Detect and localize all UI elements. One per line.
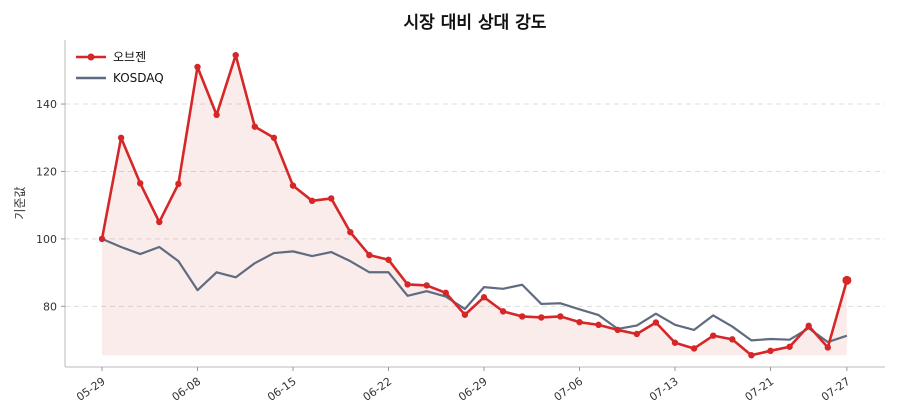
x-tick-label: 05-29 [74,375,108,404]
legend: 오브젠 KOSDAQ [70,44,170,90]
data-point [251,123,258,130]
data-point [652,319,660,326]
data-point [671,339,679,346]
data-point [270,134,278,141]
x-tick-label: 06-29 [456,375,490,404]
y-axis-label: 기준값 [13,186,27,219]
data-point [308,197,316,205]
data-point [175,180,182,188]
data-point [595,321,602,329]
y-tick-label: 120 [36,165,57,178]
series-line-1 [101,237,848,344]
chart-title: 시장 대비 상대 강도 [404,13,547,33]
data-point [824,344,831,351]
data-point [480,294,488,301]
x-tick-label: 07-06 [552,375,586,404]
legend-box [70,44,170,90]
data-point [461,311,469,318]
data-point [328,195,335,202]
x-tick-label: 07-13 [647,375,681,404]
x-tick-label: 06-22 [361,375,395,404]
series-line-0 [100,53,849,357]
legend-label-series-1: KOSDAQ [113,71,164,85]
y-ticks: 80 100 120 140 [36,98,65,313]
data-point [385,256,392,263]
data-point [748,352,755,359]
y-tick-label: 140 [36,98,57,111]
data-point [805,322,812,330]
x-ticks: 05-29 06-08 06-15 06-22 06-29 07-06 07-13 07-21… [74,367,853,404]
x-tick-label: 07-27 [819,375,853,404]
data-point [366,251,373,259]
data-point [117,134,125,141]
x-tick-label: 07-21 [743,375,777,404]
y-tick-label: 80 [43,300,57,313]
series-layer [98,51,852,359]
data-point [347,228,354,236]
data-point [557,313,564,320]
data-point [842,275,852,285]
data-point [156,218,163,226]
data-point [423,282,430,289]
x-tick-label: 06-08 [170,375,204,404]
data-point [404,281,411,288]
data-point [442,289,449,297]
data-point [519,313,526,320]
axes [64,40,885,368]
data-point [194,63,201,71]
data-point [213,111,220,119]
data-point [576,318,583,326]
data-point [499,308,507,315]
data-point [289,182,297,189]
data-point [786,343,793,350]
data-point [710,332,717,339]
data-point [729,336,736,343]
data-point [767,347,774,355]
data-point [633,330,640,338]
data-point [232,51,239,59]
series-fill-0 [102,55,847,356]
data-point [538,314,545,321]
x-tick-label: 06-15 [265,375,299,404]
legend-label-series-0: 오브젠 [113,50,146,64]
legend-marker-series-0 [87,53,95,61]
data-point [614,326,621,334]
data-point [98,235,106,243]
data-point [690,345,698,352]
data-point [137,180,144,187]
y-tick-label: 100 [36,233,57,246]
